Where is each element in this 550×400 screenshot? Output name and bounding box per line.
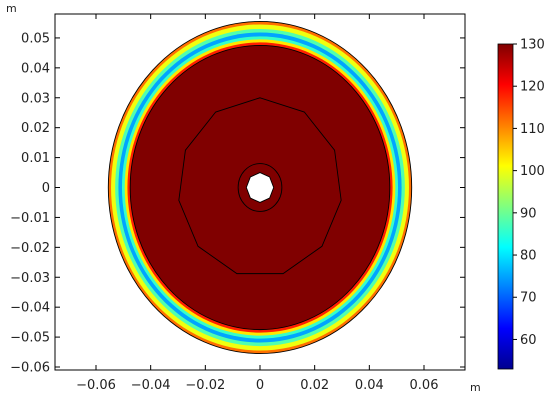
boundary-circle-1 (129, 44, 391, 331)
y-tick-label: 0.05 (21, 31, 50, 46)
y-tick-label: 0.02 (21, 121, 50, 136)
x-tick-label: 0.04 (355, 378, 384, 393)
colorbar (497, 43, 514, 370)
x-tick-label: 0.02 (300, 378, 329, 393)
boundary-polygon-4 (245, 172, 275, 203)
colorbar-tick-label: 80 (520, 249, 537, 264)
colorbar-ticks: 130 120 110 100 90 80 70 60 (513, 38, 545, 348)
x-axis: −0.06 −0.04 −0.02 0 0.02 0.04 0.06 (76, 14, 438, 393)
y-axis-unit: m (6, 2, 17, 15)
y-tick-label: −0.01 (10, 211, 50, 226)
y-tick-label: −0.06 (10, 361, 50, 376)
x-tick-label: −0.04 (131, 378, 171, 393)
y-axis: 0.05 0.04 0.03 0.02 0.01 0 −0.01 −0.02 −0.03 −0.0… (10, 31, 465, 376)
y-tick-label: −0.03 (10, 271, 50, 286)
y-tick-label: −0.02 (10, 241, 50, 256)
x-tick-label: 0 (256, 378, 264, 393)
geometry-boundaries (107, 21, 413, 354)
y-tick-label: 0.01 (21, 151, 50, 166)
y-tick-label: 0 (42, 181, 50, 196)
boundary-polygon-2 (178, 97, 342, 275)
y-tick-label: 0.03 (21, 91, 50, 106)
colorbar-tick-label: 90 (520, 206, 537, 221)
colorbar-tick-label: 100 (520, 164, 545, 179)
colorbar-tick-label: 130 (520, 38, 545, 53)
colorbar-tick-label: 120 (520, 80, 545, 95)
colorbar-tick-label: 70 (520, 291, 537, 306)
x-tick-label: 0.06 (410, 378, 439, 393)
colorbar-tick-label: 60 (520, 333, 537, 348)
x-tick-label: −0.06 (76, 378, 116, 393)
y-tick-label: 0.04 (21, 61, 50, 76)
x-tick-label: −0.02 (185, 378, 225, 393)
y-tick-label: −0.04 (10, 301, 50, 316)
colorbar-tick-label: 110 (520, 122, 545, 137)
boundary-circle-0 (107, 21, 413, 354)
x-axis-unit: m (470, 381, 481, 394)
y-tick-label: −0.05 (10, 331, 50, 346)
boundary-circle-3 (237, 163, 283, 212)
